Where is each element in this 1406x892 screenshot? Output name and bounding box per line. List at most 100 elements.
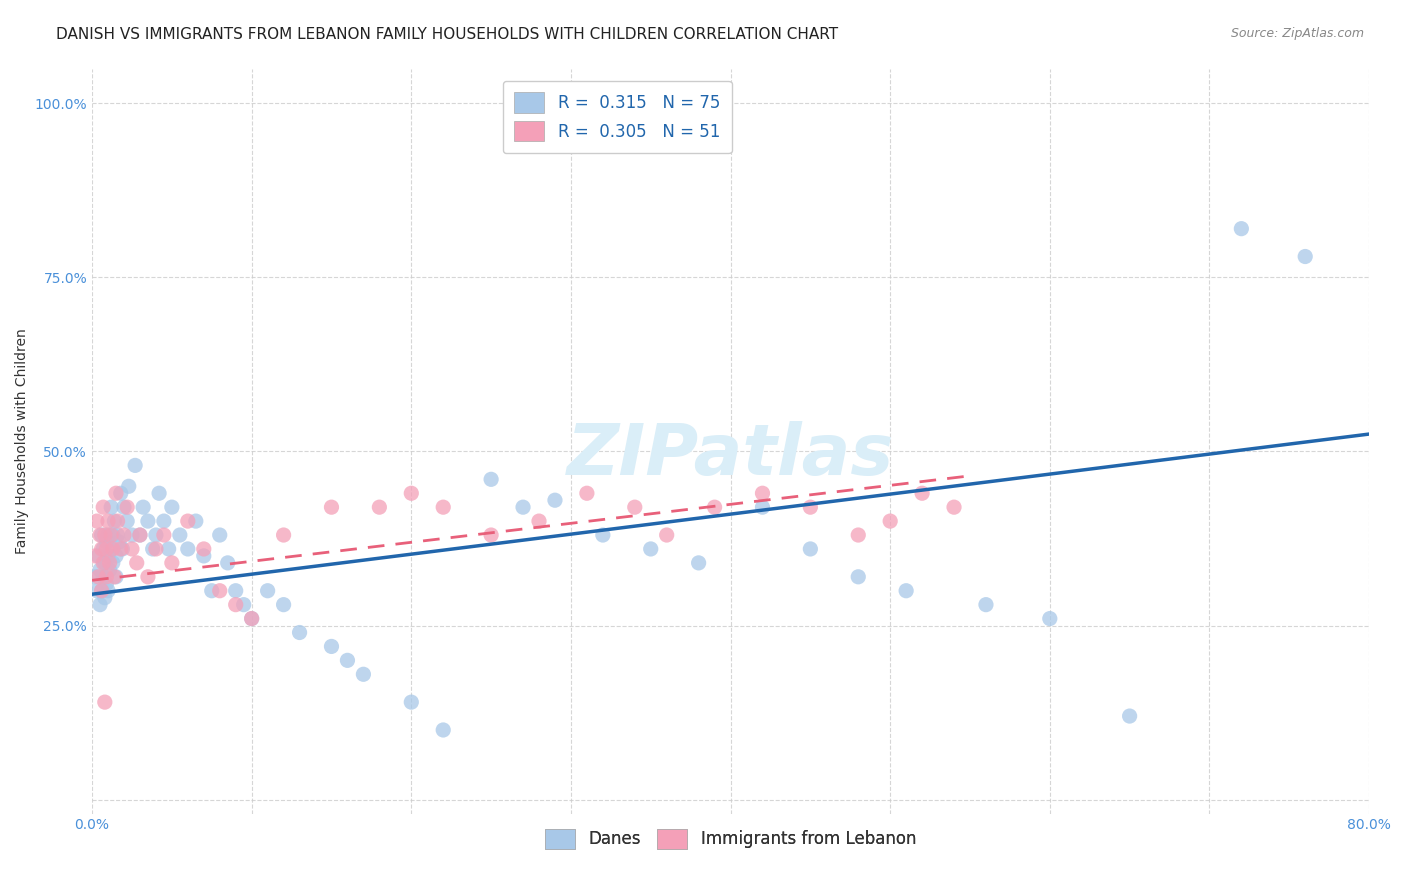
Point [107,528,129,542]
Point [89,528,111,542]
Point [87,570,110,584]
Point [401,486,423,500]
Point [479,472,502,486]
Point [104,486,127,500]
Point [136,514,159,528]
Point [846,528,869,542]
Point [799,541,821,556]
Point [100,528,122,542]
Point [799,500,821,515]
Point [101,528,124,542]
Point [623,500,645,515]
Point [84,570,107,584]
Point [751,486,773,500]
Point [288,625,311,640]
Point [193,549,215,563]
Point [1118,709,1140,723]
Point [321,640,343,654]
Text: ZIPatlas: ZIPatlas [567,421,894,491]
Point [98,556,121,570]
Point [1039,611,1062,625]
Point [111,541,134,556]
Point [655,528,678,542]
Point [118,479,141,493]
Point [112,500,135,515]
Point [94,695,117,709]
Point [688,556,710,570]
Point [240,611,263,625]
Point [160,500,183,515]
Point [91,541,114,556]
Point [103,514,125,528]
Point [94,556,117,570]
Point [115,500,138,515]
Point [91,500,114,515]
Legend: Danes, Immigrants from Lebanon: Danes, Immigrants from Lebanon [537,821,925,857]
Point [157,541,180,556]
Point [145,541,167,556]
Point [84,549,107,563]
Point [96,535,118,549]
Point [575,486,598,500]
Point [160,556,183,570]
Point [1294,250,1316,264]
Point [368,500,391,515]
Point [336,653,359,667]
Point [232,598,254,612]
Point [91,556,114,570]
Point [352,667,374,681]
Point [153,514,176,528]
Point [225,598,247,612]
Point [87,549,110,563]
Point [132,500,155,515]
Point [640,541,662,556]
Point [97,514,120,528]
Point [703,500,725,515]
Point [115,514,138,528]
Point [145,528,167,542]
Point [112,528,135,542]
Point [96,576,118,591]
Point [401,695,423,709]
Point [90,583,112,598]
Point [512,500,534,515]
Point [89,598,111,612]
Point [90,583,112,598]
Point [177,514,200,528]
Point [94,591,117,605]
Point [432,723,454,737]
Point [86,514,108,528]
Point [193,541,215,556]
Point [432,500,454,515]
Point [100,541,122,556]
Point [96,570,118,584]
Point [1230,221,1253,235]
Point [184,514,207,528]
Y-axis label: Family Households with Children: Family Households with Children [15,328,30,554]
Point [121,541,143,556]
Point [177,541,200,556]
Point [97,528,120,542]
Point [273,598,295,612]
Point [943,500,966,515]
Point [129,528,152,542]
Point [208,583,231,598]
Point [86,583,108,598]
Point [240,611,263,625]
Point [217,556,239,570]
Point [96,541,118,556]
Point [321,500,343,515]
Point [208,528,231,542]
Point [201,583,224,598]
Point [129,528,152,542]
Point [103,570,125,584]
Point [101,541,124,556]
Point [148,486,170,500]
Point [104,549,127,563]
Point [100,500,122,515]
Point [97,549,120,563]
Text: Source: ZipAtlas.com: Source: ZipAtlas.com [1230,27,1364,40]
Point [273,528,295,542]
Point [110,486,132,500]
Point [911,486,934,500]
